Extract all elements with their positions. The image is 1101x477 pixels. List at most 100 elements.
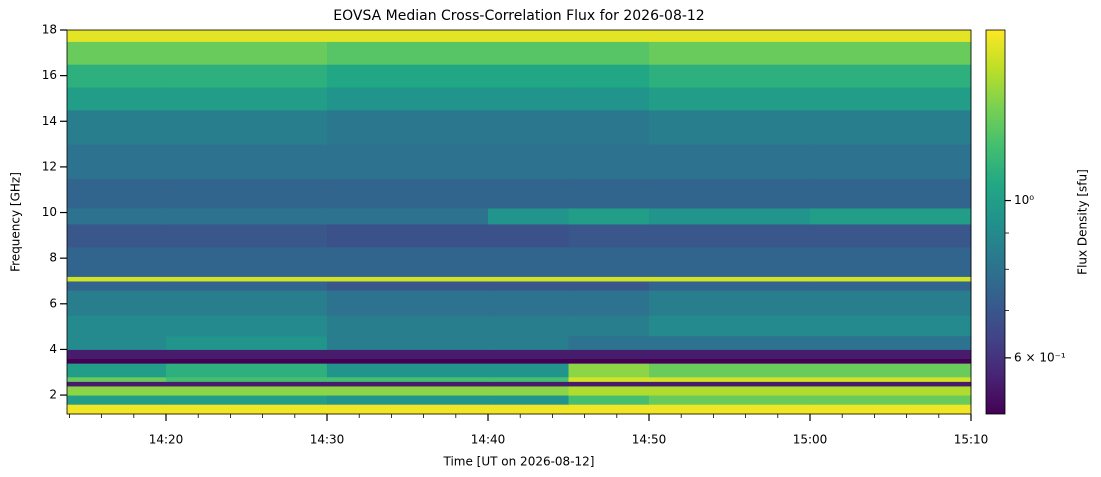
y-tick-label: 8 <box>49 251 57 265</box>
y-tick-label: 16 <box>42 68 57 82</box>
x-tick-label: 15:00 <box>793 433 828 447</box>
heatmap-cell <box>810 109 972 145</box>
heatmap-cell <box>810 363 972 378</box>
heatmap <box>67 30 972 415</box>
heatmap-cell <box>810 276 972 282</box>
heatmap-cell <box>67 109 167 145</box>
heatmap-cell <box>166 30 328 42</box>
x-tick-label: 15:10 <box>954 433 989 447</box>
heatmap-cell <box>649 335 811 350</box>
heatmap-cell <box>488 381 570 387</box>
heatmap-cell <box>67 290 167 316</box>
heatmap-cell <box>166 395 328 405</box>
heatmap-cell <box>488 290 570 316</box>
heatmap-cell <box>166 358 328 364</box>
heatmap-cell <box>327 385 489 396</box>
heatmap-cell <box>67 87 167 111</box>
heatmap-cell <box>649 358 811 364</box>
heatmap-cell <box>568 87 650 111</box>
heatmap-cell <box>488 41 570 65</box>
heatmap-cell <box>327 109 489 145</box>
heatmap-cell <box>810 144 972 179</box>
heatmap-cell <box>488 178 570 209</box>
heatmap-cell <box>810 207 972 225</box>
y-tick-label: 6 <box>49 296 57 310</box>
heatmap-cell <box>649 381 811 387</box>
heatmap-cell <box>67 223 167 248</box>
heatmap-cell <box>488 109 570 145</box>
colorbar-tick-label: 6 × 10⁻¹ <box>1014 350 1066 364</box>
heatmap-cell <box>568 395 650 405</box>
heatmap-cell <box>568 358 650 364</box>
heatmap-cell <box>166 385 328 396</box>
heatmap-cell <box>327 223 489 248</box>
heatmap-cell <box>568 315 650 337</box>
heatmap-cell <box>649 207 811 225</box>
y-tick-label: 2 <box>49 388 57 402</box>
heatmap-cell <box>67 376 167 382</box>
heatmap-cell <box>327 290 489 316</box>
heatmap-cell <box>488 395 570 405</box>
heatmap-cell <box>568 290 650 316</box>
heatmap-cell <box>568 246 650 277</box>
heatmap-cell <box>488 87 570 111</box>
heatmap-cell <box>649 376 811 382</box>
heatmap-cell <box>327 335 489 350</box>
heatmap-cell <box>166 64 328 88</box>
heatmap-cell <box>488 64 570 88</box>
heatmap-cell <box>810 381 972 387</box>
heatmap-cell <box>488 363 570 378</box>
heatmap-cell <box>488 385 570 396</box>
heatmap-cell <box>810 87 972 111</box>
heatmap-cell <box>327 404 489 415</box>
heatmap-cell <box>649 280 811 291</box>
heatmap-cell <box>166 246 328 277</box>
heatmap-cell <box>327 363 489 378</box>
y-tick-label: 14 <box>42 114 57 128</box>
heatmap-cell <box>327 395 489 405</box>
heatmap-cell <box>810 335 972 350</box>
heatmap-cell <box>488 223 570 248</box>
heatmap-cell <box>327 144 489 179</box>
y-tick-label: 4 <box>49 342 57 356</box>
heatmap-cell <box>649 276 811 282</box>
x-tick-label: 14:50 <box>632 433 667 447</box>
heatmap-cell <box>166 144 328 179</box>
heatmap-cell <box>67 276 167 282</box>
heatmap-cell <box>568 376 650 382</box>
heatmap-cell <box>568 404 650 415</box>
heatmap-cell <box>810 64 972 88</box>
chart-title: EOVSA Median Cross-Correlation Flux for … <box>333 8 704 24</box>
heatmap-cell <box>568 223 650 248</box>
heatmap-cell <box>649 223 811 248</box>
heatmap-cell <box>67 404 167 415</box>
heatmap-cell <box>488 358 570 364</box>
colorbar-tick-label: 10⁰ <box>1014 193 1034 207</box>
heatmap-cell <box>568 109 650 145</box>
heatmap-cell <box>166 207 328 225</box>
heatmap-cell <box>166 276 328 282</box>
heatmap-cell <box>67 335 167 350</box>
heatmap-cell <box>810 376 972 382</box>
heatmap-cell <box>67 64 167 88</box>
heatmap-cell <box>67 207 167 225</box>
heatmap-cell <box>67 363 167 378</box>
heatmap-cell <box>488 404 570 415</box>
heatmap-cell <box>327 87 489 111</box>
heatmap-cell <box>568 280 650 291</box>
heatmap-cell <box>327 315 489 337</box>
heatmap-cell <box>488 246 570 277</box>
heatmap-cell <box>649 395 811 405</box>
heatmap-cell <box>649 87 811 111</box>
heatmap-cell <box>649 315 811 337</box>
heatmap-cell <box>166 363 328 378</box>
heatmap-cell <box>67 144 167 179</box>
heatmap-cell <box>568 276 650 282</box>
colorbar-label: Flux Density [sfu] <box>1076 169 1090 275</box>
heatmap-cell <box>327 276 489 282</box>
heatmap-cell <box>166 41 328 65</box>
heatmap-cell <box>810 358 972 364</box>
heatmap-cell <box>166 223 328 248</box>
heatmap-cell <box>67 385 167 396</box>
heatmap-cell <box>327 64 489 88</box>
